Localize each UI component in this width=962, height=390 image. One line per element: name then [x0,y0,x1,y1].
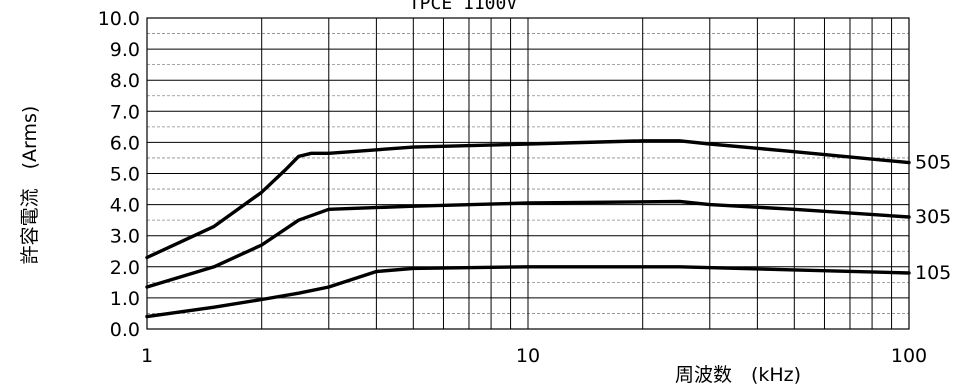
y-tick-label: 3.0 [110,226,140,248]
grid [146,17,910,330]
y-tick-label: 8.0 [110,70,140,92]
y-tick-label: 5.0 [110,164,140,186]
y-tick-labels: 0.0 1.0 2.0 3.0 4.0 5.0 6.0 7.0 8.0 9.0 10.0 [98,8,140,341]
chart-title: TPCE 1100V [409,0,518,14]
y-tick-label: 9.0 [110,39,140,61]
y-tick-label: 0.0 [110,319,140,341]
x-tick-label: 1 [141,345,153,367]
y-axis-label: 許容電流 (Arms) [19,106,41,265]
y-tick-label: 6.0 [110,132,140,154]
y-tick-label: 7.0 [110,101,140,123]
series-line-505 [145,139,911,260]
x-tick-label: 100 [891,345,927,367]
x-tick-labels: 1 10 100 [141,345,927,367]
series-label-305: 305 [915,206,951,228]
y-tick-label: 2.0 [110,257,140,279]
series-line-305 [145,199,911,289]
y-tick-label: 10.0 [98,8,140,30]
x-axis-label: 周波数 (kHz) [675,364,801,386]
series-label-105: 105 [915,262,951,284]
plot-frame [146,17,910,330]
series-group [145,139,911,319]
x-tick-label: 10 [516,345,540,367]
y-tick-label: 4.0 [110,195,140,217]
y-tick-label: 1.0 [110,288,140,310]
series-line-105 [145,265,911,319]
series-label-505: 505 [915,152,951,174]
series-labels: 505 305 105 [915,152,951,284]
